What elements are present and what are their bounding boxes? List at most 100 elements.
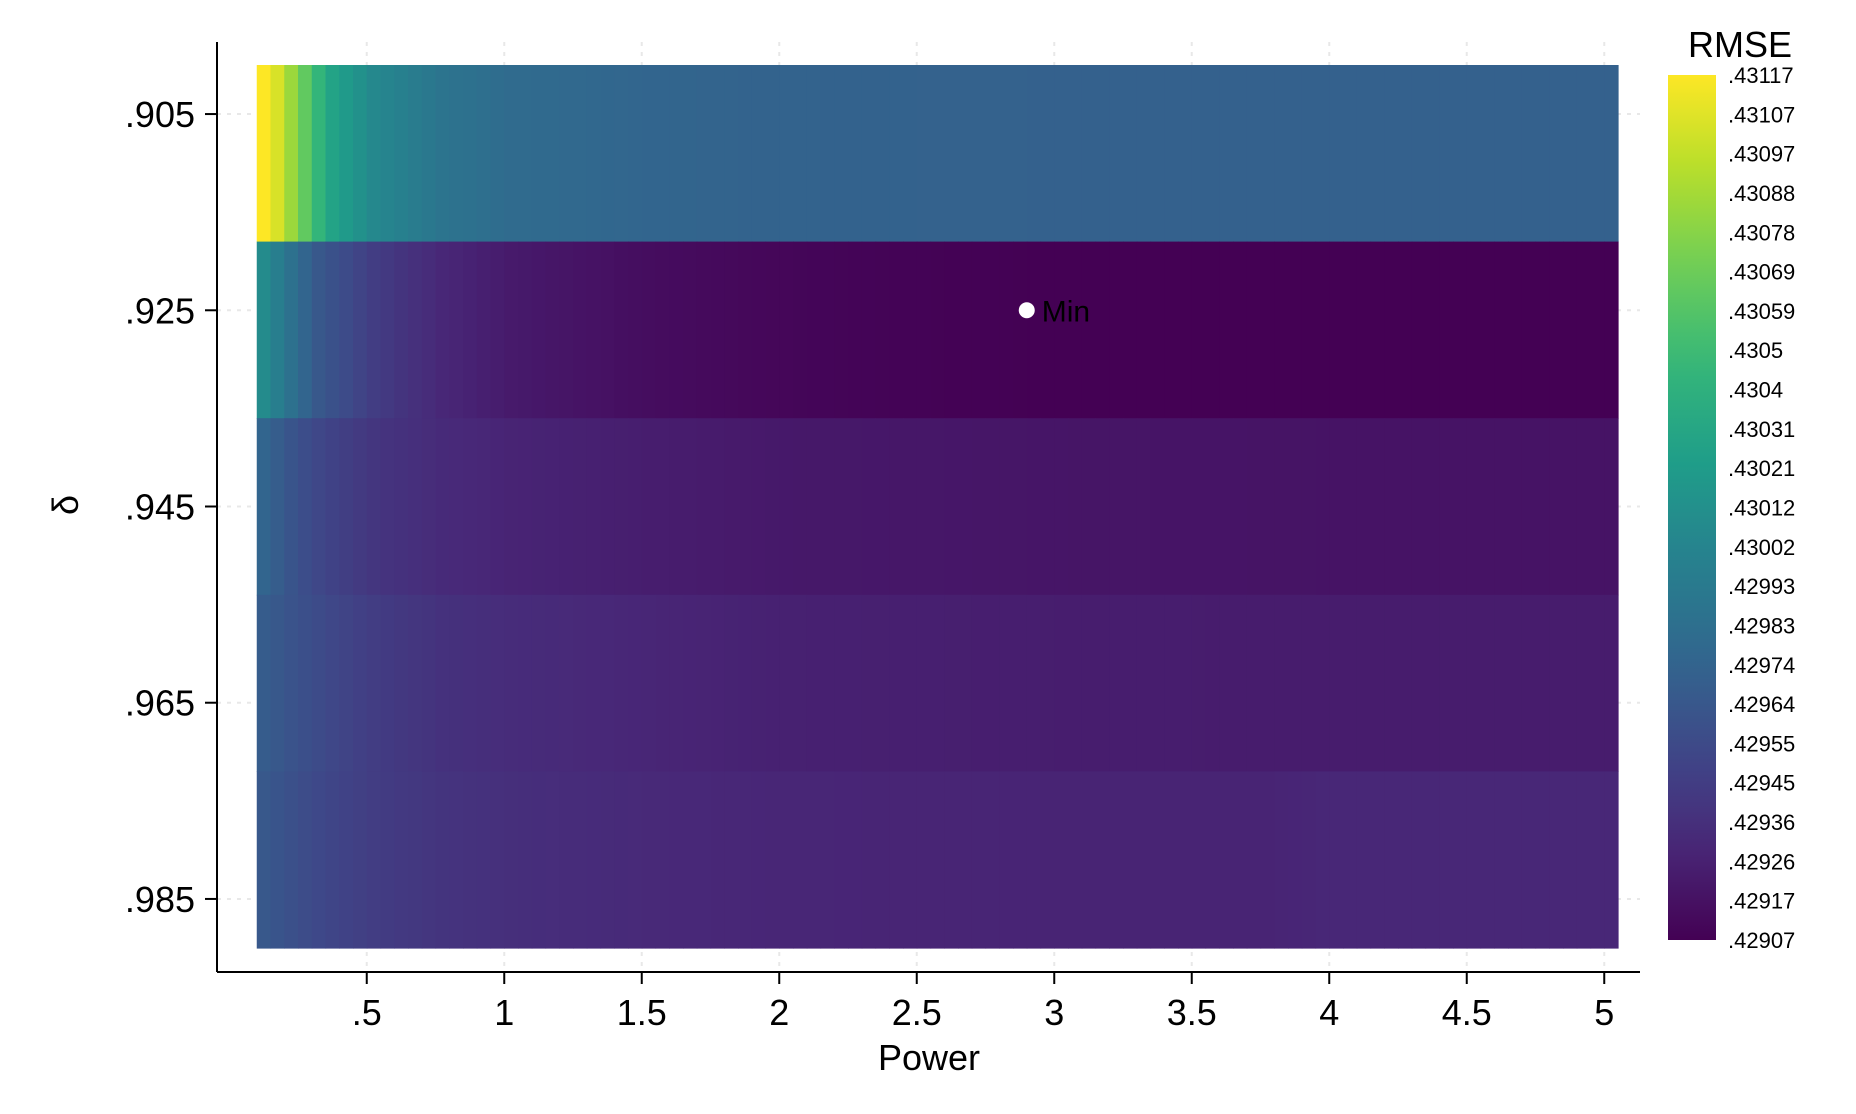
heatmap-cell [1370, 65, 1385, 243]
heatmap-cell [270, 418, 285, 596]
heatmap-cell [1288, 771, 1303, 949]
heatmap-cell [504, 594, 519, 772]
heatmap-cell [1040, 418, 1055, 596]
heatmap-cell [366, 65, 382, 243]
heatmap-cell [1343, 241, 1358, 419]
heatmap-cell [944, 418, 959, 596]
heatmap-cell [958, 594, 973, 772]
heatmap-cell [1150, 418, 1165, 596]
heatmap-cell [1370, 241, 1385, 419]
heatmap-cell [298, 241, 313, 419]
heatmap-cell [999, 771, 1014, 949]
heatmap-cell [999, 418, 1014, 596]
heatmap-cell [683, 771, 698, 949]
heatmap-cell [1095, 418, 1110, 596]
x-tick-label: 1.5 [617, 992, 667, 1033]
heatmap-cell [1191, 418, 1207, 596]
heatmap-cell [710, 418, 725, 596]
heatmap-cell [284, 65, 299, 243]
heatmap-cell [1246, 771, 1262, 949]
heatmap-cell [1054, 65, 1069, 243]
heatmap-cell [1109, 241, 1124, 419]
heatmap-cell [985, 65, 1000, 243]
heatmap-cell [958, 418, 973, 596]
heatmap-cell [1054, 594, 1069, 772]
heatmap-cell [1453, 241, 1468, 419]
heatmap-cell [751, 418, 767, 596]
heatmap-cell [1439, 418, 1454, 596]
heatmap-cell [1466, 771, 1482, 949]
heatmap-cell [1246, 418, 1262, 596]
colorbar-tick-label: .43069 [1728, 260, 1795, 285]
heatmap-cell [408, 65, 423, 243]
colorbar-tick-label: .43031 [1728, 417, 1795, 442]
heatmap-cell [449, 594, 464, 772]
heatmap-cell [1150, 65, 1165, 243]
y-tick-label: .925 [125, 290, 195, 331]
heatmap-cell [1356, 771, 1372, 949]
heatmap-cell [1178, 594, 1193, 772]
heatmap-cell [806, 65, 822, 243]
heatmap-cell [1425, 241, 1440, 419]
heatmap-cell [1439, 65, 1454, 243]
heatmap-cell [504, 65, 519, 243]
heatmap-cell [1288, 65, 1303, 243]
heatmap-cell [793, 771, 808, 949]
heatmap-cell [298, 771, 313, 949]
heatmap-cell [999, 65, 1014, 243]
heatmap-cell [298, 594, 313, 772]
heatmap-cell [1164, 771, 1179, 949]
heatmap-cell [1425, 418, 1440, 596]
heatmap-cell [1521, 241, 1537, 419]
heatmap-cell [903, 771, 918, 949]
heatmap-cell [655, 418, 670, 596]
heatmap-cell [1508, 65, 1523, 243]
heatmap-cell [311, 65, 327, 243]
x-tick-label: .5 [352, 992, 382, 1033]
heatmap-cell [875, 418, 890, 596]
heatmap-cell [1535, 594, 1550, 772]
heatmap-cell [1356, 594, 1372, 772]
heatmap-cell [1123, 65, 1138, 243]
heatmap-cell [1191, 594, 1207, 772]
heatmap-cell [1398, 594, 1413, 772]
heatmap-cell [696, 418, 712, 596]
heatmap-cell [875, 65, 890, 243]
heatmap-cell [1081, 594, 1097, 772]
heatmap-cell [985, 771, 1000, 949]
heatmap-cell [1178, 241, 1193, 419]
heatmap-cell [628, 418, 643, 596]
heatmap-cell [1246, 65, 1262, 243]
heatmap-cell [793, 418, 808, 596]
colorbar-tick-label: .43059 [1728, 299, 1795, 324]
heatmap-cell [820, 594, 835, 772]
heatmap-cell [325, 418, 340, 596]
heatmap-cell [1013, 65, 1028, 243]
heatmap-cell [325, 241, 340, 419]
heatmap-cell [806, 241, 822, 419]
heatmap-cell [531, 65, 547, 243]
heatmap-cell [1590, 771, 1605, 949]
heatmap-cell [339, 594, 354, 772]
x-tick-label: 1 [494, 992, 514, 1033]
heatmap-cell [1494, 771, 1509, 949]
heatmap-cell [435, 771, 450, 949]
heatmap-cell [311, 771, 327, 949]
heatmap-cell [971, 418, 987, 596]
colorbar-tick-label: .43012 [1728, 496, 1795, 521]
heatmap-cell [476, 418, 492, 596]
heatmap-cell [1576, 594, 1592, 772]
heatmap-cell [1480, 771, 1495, 949]
heatmap-cell [380, 65, 395, 243]
heatmap-cell [1109, 594, 1124, 772]
heatmap-cell [270, 65, 285, 243]
heatmap-cell [1563, 594, 1578, 772]
heatmap-cell [628, 771, 643, 949]
heatmap-cell [1563, 65, 1578, 243]
heatmap-cell [889, 418, 904, 596]
heatmap-cell [449, 65, 464, 243]
heatmap-cell [1576, 771, 1592, 949]
heatmap-cell [1425, 771, 1440, 949]
heatmap-cell [1508, 241, 1523, 419]
heatmap-cell [1604, 65, 1619, 243]
